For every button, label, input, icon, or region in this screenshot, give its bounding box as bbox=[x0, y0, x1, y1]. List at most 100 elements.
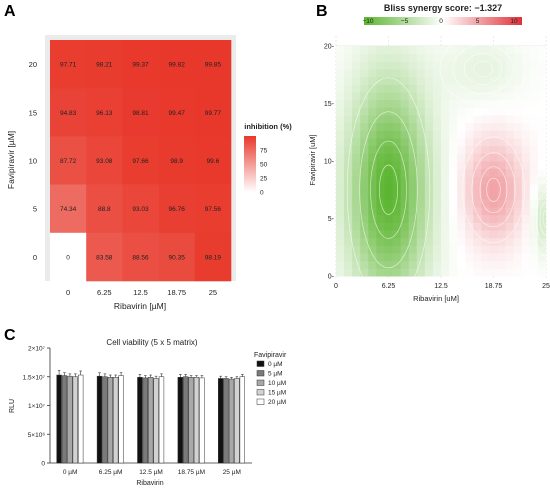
synergy-cell bbox=[360, 222, 369, 231]
synergy-cell bbox=[513, 191, 523, 200]
synergy-cell bbox=[457, 153, 466, 162]
synergy-cell bbox=[497, 168, 507, 177]
synergy-cell bbox=[521, 53, 531, 62]
heatmap-cell-value: 93.03 bbox=[132, 206, 149, 213]
synergy-cell bbox=[424, 46, 434, 55]
heatmap-cell-value: 98.21 bbox=[96, 62, 113, 69]
synergy-cell bbox=[368, 245, 377, 254]
synergy-cell bbox=[529, 199, 539, 208]
synergy-cell bbox=[408, 199, 418, 208]
synergy-cell bbox=[481, 230, 490, 239]
synergy-cell bbox=[424, 222, 434, 231]
synergy-cell bbox=[481, 268, 490, 277]
synergy-cell bbox=[521, 115, 531, 124]
synergy-cell bbox=[416, 199, 426, 208]
synergy-cell bbox=[529, 260, 539, 269]
synergy-contour bbox=[486, 177, 501, 202]
synergy-cell bbox=[352, 99, 361, 108]
synergy-cell bbox=[449, 84, 458, 93]
synergy-cell bbox=[457, 245, 466, 254]
synergy-cell bbox=[441, 260, 450, 269]
synergy-cell bbox=[400, 245, 410, 254]
synergy-cell bbox=[400, 222, 410, 231]
heatmap-x-tick: 0 bbox=[66, 288, 70, 297]
synergy-cell bbox=[489, 245, 499, 254]
synergy-cell bbox=[529, 92, 539, 101]
synergy-cell bbox=[424, 92, 434, 101]
heatmap-cell-value: 74.34 bbox=[60, 206, 77, 213]
synergy-cell bbox=[376, 92, 385, 101]
synergy-cell bbox=[352, 207, 361, 216]
synergy-cell bbox=[521, 122, 531, 131]
synergy-cell bbox=[408, 245, 418, 254]
bar bbox=[67, 375, 73, 464]
synergy-cell bbox=[432, 130, 442, 139]
synergy-cell bbox=[400, 99, 410, 108]
synergy-cell bbox=[473, 46, 482, 55]
synergy-cell bbox=[360, 176, 369, 185]
colorbar-tick: 75 bbox=[260, 148, 268, 155]
synergy-cell bbox=[392, 222, 402, 231]
synergy-contour bbox=[479, 166, 508, 214]
synergy-cell bbox=[416, 46, 426, 55]
synergy-cell bbox=[449, 191, 458, 200]
synergy-cell bbox=[537, 138, 546, 147]
synergy-cell bbox=[344, 76, 353, 85]
heatmap-cell-value: 88.56 bbox=[132, 254, 149, 261]
synergy-cell bbox=[384, 222, 394, 231]
synergy-cell bbox=[465, 245, 474, 254]
bar bbox=[96, 375, 103, 464]
heatmap-cell bbox=[194, 136, 232, 185]
synergy-cell bbox=[368, 153, 377, 162]
synergy-cell bbox=[537, 184, 546, 193]
synergy-cell bbox=[392, 61, 402, 70]
synergy-cell bbox=[481, 53, 490, 62]
synergy-cell bbox=[416, 138, 426, 147]
synergy-cell bbox=[497, 53, 507, 62]
synergy-cell bbox=[489, 84, 499, 93]
synergy-colorbar-tick: 0 bbox=[439, 18, 443, 25]
synergy-cell bbox=[424, 191, 434, 200]
synergy-cell bbox=[473, 130, 482, 139]
synergy-contour bbox=[531, 180, 546, 257]
synergy-cell bbox=[344, 237, 353, 246]
synergy-cell bbox=[360, 237, 369, 246]
synergy-cell bbox=[360, 76, 369, 85]
synergy-cell bbox=[473, 214, 482, 223]
synergy-cell bbox=[408, 92, 418, 101]
synergy-cell bbox=[457, 260, 466, 269]
synergy-cell bbox=[473, 115, 482, 124]
synergy-cell bbox=[352, 107, 361, 116]
synergy-cell bbox=[481, 115, 490, 124]
synergy-cell bbox=[400, 168, 410, 177]
synergy-cell bbox=[529, 61, 539, 70]
heatmap-cell bbox=[50, 40, 87, 89]
synergy-cell bbox=[537, 115, 546, 124]
heatmap-cell bbox=[50, 232, 87, 282]
x-tick-label: 6.25 µM bbox=[99, 469, 123, 476]
synergy-cell bbox=[465, 61, 474, 70]
synergy-cell bbox=[416, 122, 426, 131]
synergy-cell bbox=[344, 92, 353, 101]
heatmap-cell-value: 98.9 bbox=[170, 158, 183, 165]
synergy-cell bbox=[505, 122, 515, 131]
synergy-cell bbox=[489, 176, 499, 185]
synergy-cell bbox=[481, 199, 490, 208]
synergy-cell bbox=[344, 222, 353, 231]
bar bbox=[234, 378, 240, 464]
synergy-cell bbox=[497, 138, 507, 147]
synergy-cell bbox=[376, 245, 385, 254]
synergy-cell bbox=[400, 184, 410, 193]
synergy-cell bbox=[505, 222, 515, 231]
synergy-cell bbox=[400, 115, 410, 124]
synergy-cell bbox=[352, 260, 361, 269]
synergy-cell bbox=[400, 161, 410, 170]
synergy-cell bbox=[368, 53, 377, 62]
synergy-cell bbox=[400, 130, 410, 139]
synergy-cell bbox=[336, 84, 345, 93]
bar bbox=[188, 377, 194, 464]
synergy-cell bbox=[465, 191, 474, 200]
synergy-cell bbox=[384, 145, 394, 154]
bar bbox=[142, 377, 148, 464]
synergy-cell bbox=[537, 268, 546, 277]
